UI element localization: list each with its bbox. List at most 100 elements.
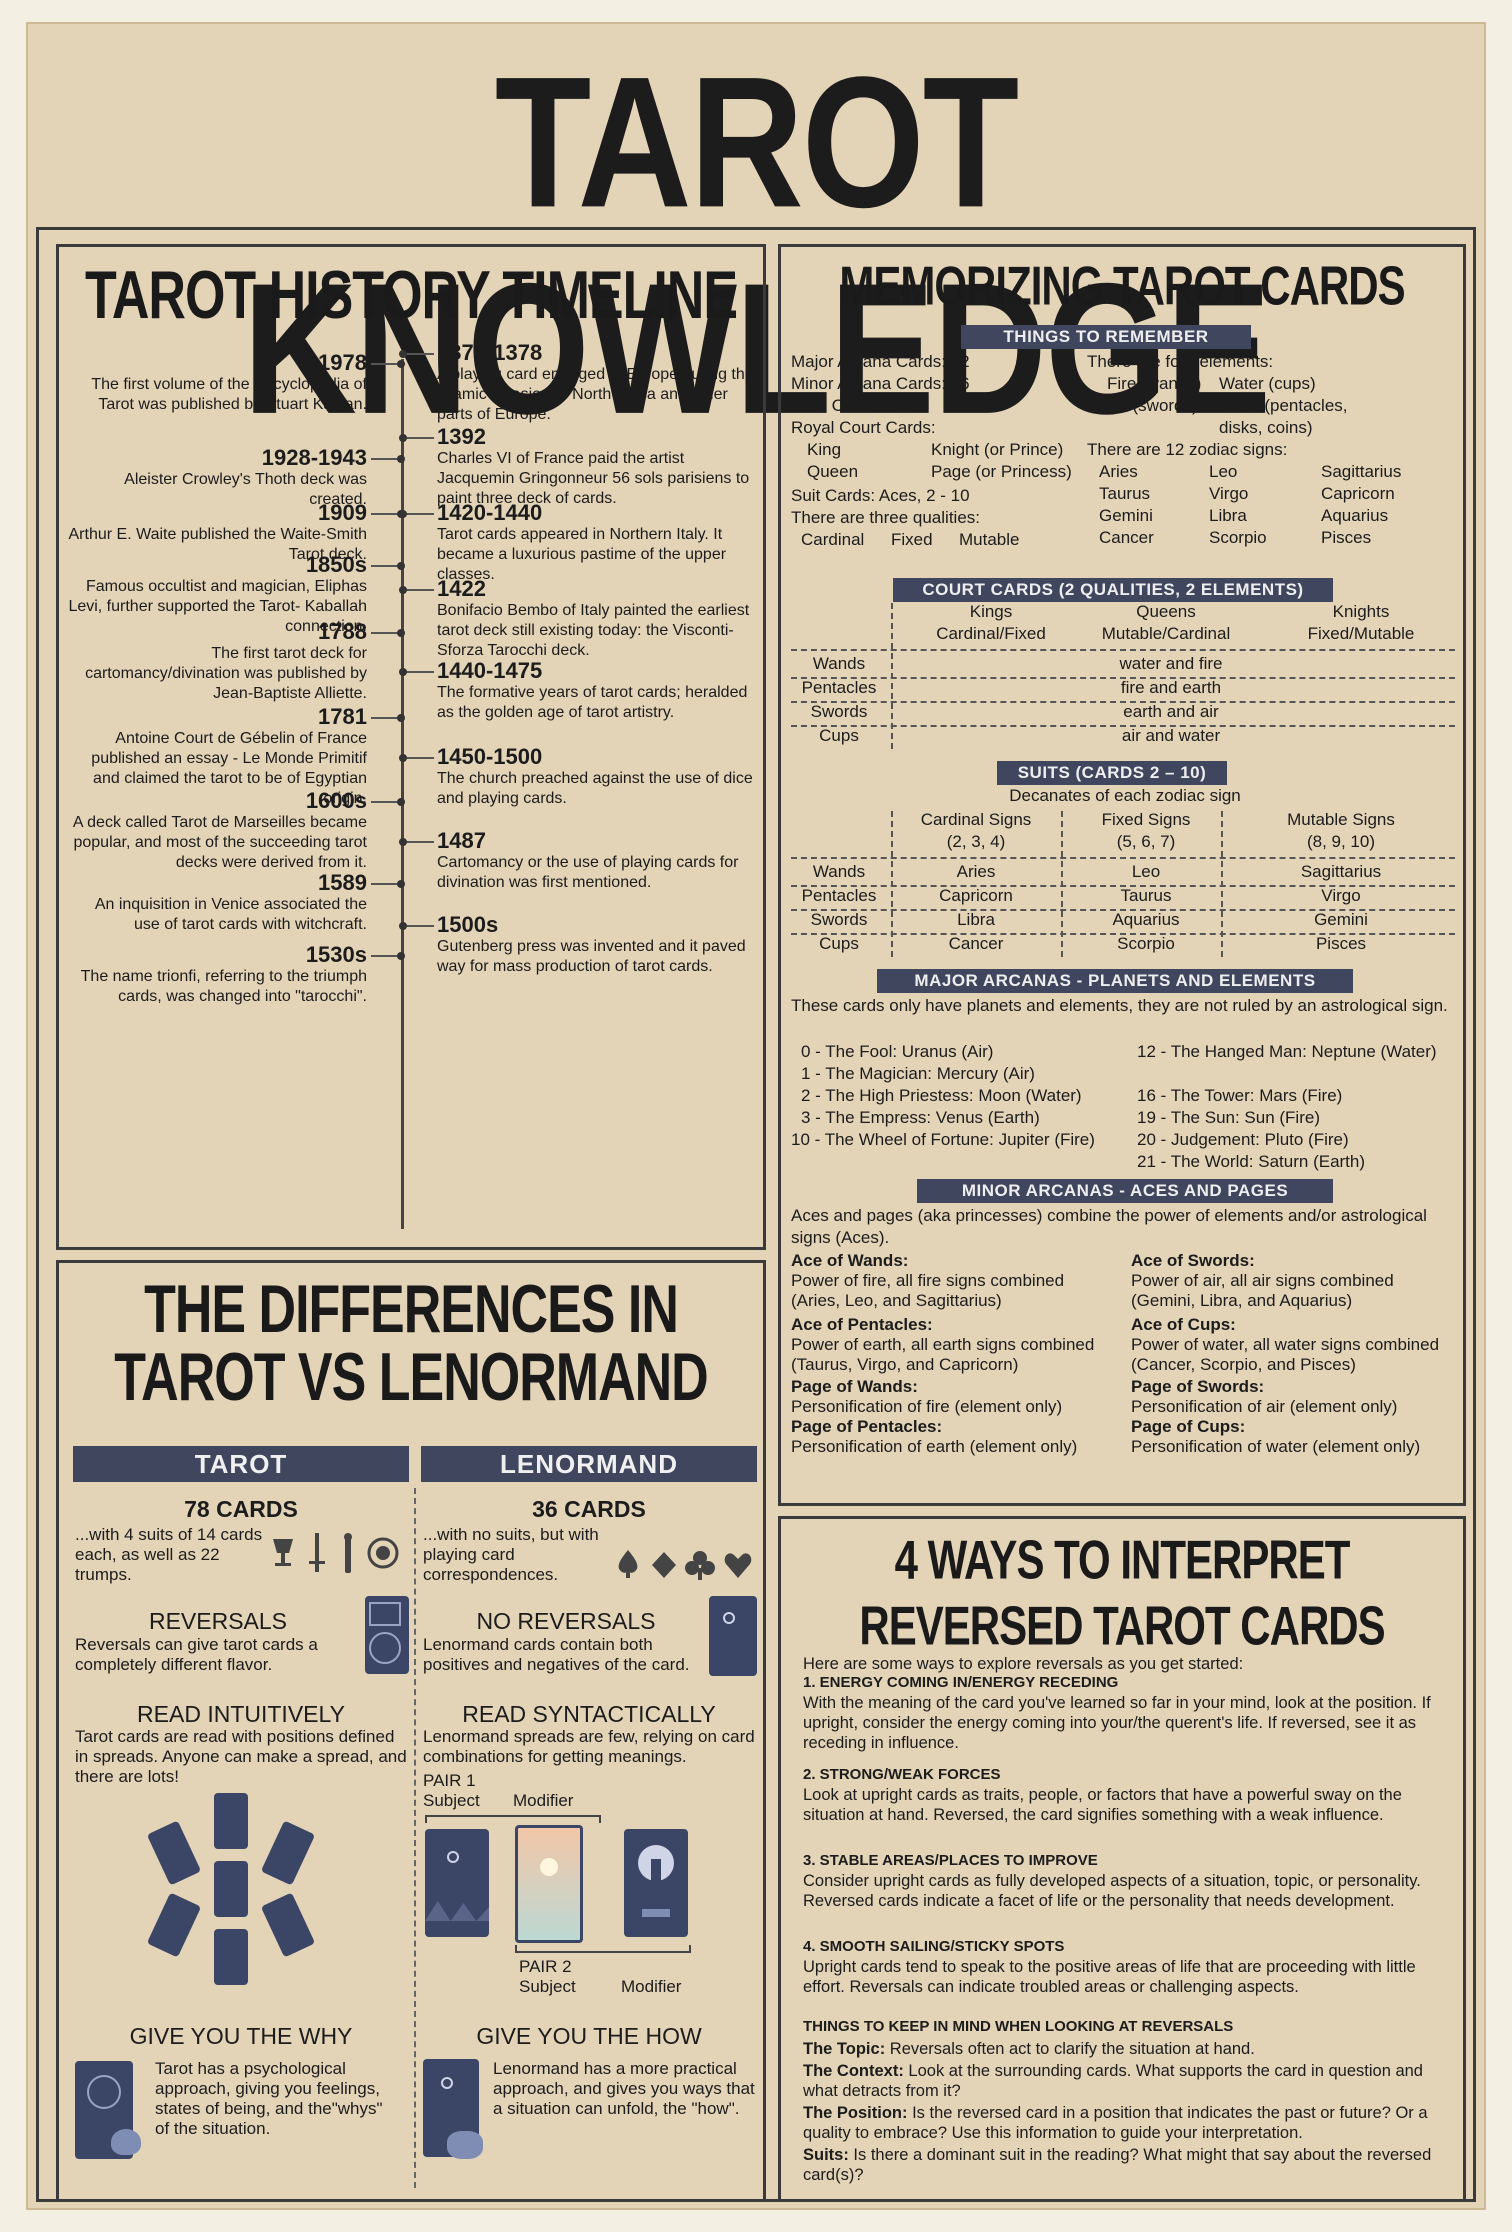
reversed-note-text: Is there a dominant suit in the reading?… — [803, 2146, 1432, 2184]
timeline-tick — [404, 353, 434, 355]
timeline-year: 1440-1475 — [437, 658, 543, 683]
cup-icon — [273, 1539, 293, 1566]
timeline-year: 1375-1378 — [437, 340, 543, 365]
timeline-text: The formative years of tarot cards; hera… — [437, 684, 748, 721]
lenormand-card-image — [709, 1596, 757, 1676]
timeline-year: 1788 — [318, 619, 367, 644]
reversed-note-text: Reversals often act to clarify the situa… — [889, 2040, 1255, 2058]
memorizing-title: MEMORIZING TAROT CARDS — [839, 255, 1405, 317]
element-item: Water (cups) — [1219, 374, 1316, 393]
timeline-tick — [371, 513, 401, 515]
timeline-year: 1450-1500 — [437, 744, 543, 769]
lenormand-cards-count: 36 CARDS — [532, 1496, 646, 1522]
timeline-tick — [371, 717, 401, 719]
reversed-item-heading: 3. STABLE AREAS/PLACES TO IMPROVE — [803, 1852, 1098, 1869]
timeline-year: 1530s — [305, 942, 367, 967]
element-item: Earth (pentacles, disks, coins) — [1219, 396, 1348, 437]
club-icon — [685, 1551, 715, 1580]
lenormand-how-card-image — [423, 2059, 483, 2159]
timeline-entry-left: 1530s The name trionfi, referring to the … — [67, 943, 367, 1007]
timeline-spine — [401, 359, 404, 1229]
lenormand-syntactic-heading: READ SYNTACTICALLY — [462, 1701, 716, 1727]
pentacle-icon — [367, 1537, 399, 1569]
minor-item-heading: Page of Wands: — [791, 1377, 918, 1396]
timeline-dot — [397, 714, 405, 722]
timeline-entry-right: 1420-1440 Tarot cards appeared in Norther… — [437, 501, 757, 585]
minor-item-text: Personification of air (element only) — [1131, 1397, 1398, 1416]
court-header: Fixed/Mutable — [1307, 624, 1415, 643]
pair1-subject-label: Subject — [423, 1791, 480, 1810]
major-item: 21 - The World: Saturn (Earth) — [1137, 1152, 1366, 1171]
tarot-why-heading: GIVE YOU THE WHY — [129, 2023, 353, 2049]
timeline-dot — [399, 350, 407, 358]
timeline-tick — [371, 883, 401, 885]
minor-band: MINOR ARCANAS - ACES AND PAGES — [917, 1179, 1333, 1203]
minor-item: Ace of Cups: Power of water, all water si… — [1131, 1315, 1457, 1375]
zodiac-item: Pisces — [1321, 528, 1372, 547]
major-item: 0 - The Fool: Uranus (Air) — [801, 1042, 994, 1061]
timeline-entry-left: 1850s Famous occultist and magician, Elip… — [67, 553, 367, 637]
reversed-item-text: Upright cards tend to speak to the posit… — [803, 1958, 1416, 1996]
minor-item: Page of Pentacles: Personification of ear… — [791, 1417, 1117, 1457]
differences-title-2: TAROT VS LENORMAND — [114, 1340, 708, 1416]
timeline-text: Charles VI of France paid the artist Jac… — [437, 450, 750, 507]
suits-subtitle: Decanates of each zodiac sign — [1009, 786, 1241, 805]
zodiac-item: Virgo — [1209, 484, 1249, 503]
timeline-year: 1500s — [437, 912, 499, 937]
timeline-text: Tarot cards appeared in Northern Italy. … — [437, 526, 727, 583]
timeline-year: 1487 — [437, 828, 486, 853]
minor-item: Ace of Swords: Power of air, all air sign… — [1131, 1251, 1457, 1311]
timeline-text: Famous occultist and magician, Eliphas L… — [68, 578, 367, 635]
history-title: TAROT HISTORY TIMELINE — [84, 258, 738, 334]
timeline-year: 1589 — [318, 870, 367, 895]
zodiac-item: Libra — [1209, 506, 1247, 525]
heart-icon — [724, 1553, 752, 1578]
court-row-suit: Pentacles — [801, 678, 877, 697]
tarot-suit-icons — [273, 1533, 399, 1573]
court-header: Mutable/Cardinal — [1101, 624, 1231, 643]
reversed-item-text: Consider upright cards as fully develope… — [803, 1872, 1421, 1910]
suits-divider — [1061, 811, 1063, 957]
major-item: 10 - The Wheel of Fortune: Jupiter (Fire… — [791, 1130, 1095, 1149]
timeline-text: Bonifacio Bembo of Italy painted the ear… — [437, 602, 750, 659]
timeline-tick — [404, 589, 434, 591]
things-item: Minor Arcana Cards: 56 — [791, 374, 970, 393]
lenormand-syntactic-text: Lenormand spreads are few, relying on ca… — [423, 1727, 755, 1766]
suits-divider — [791, 933, 1455, 935]
royal-item: Queen — [807, 462, 859, 481]
reversed-note-heading: The Context: — [803, 2062, 909, 2080]
court-divider — [891, 603, 893, 749]
minor-item: Page of Swords: Personification of air (e… — [1131, 1377, 1457, 1417]
timeline-text: An inquisition in Venice associated the … — [94, 896, 367, 933]
wand-icon — [344, 1533, 352, 1573]
timeline-text: The first tarot deck for cartomancy/divi… — [85, 645, 367, 702]
major-item: 1 - The Magician: Mercury (Air) — [801, 1064, 1035, 1083]
elements-line: There are four elements: — [1087, 352, 1274, 371]
court-band: COURT CARDS (2 QUALITIES, 2 ELEMENTS) — [893, 578, 1333, 602]
major-item: 19 - The Sun: Sun (Fire) — [1137, 1108, 1320, 1127]
court-divider — [791, 701, 1455, 703]
reversed-item-heading: THINGS TO KEEP IN MIND WHEN LOOKING AT R… — [803, 2018, 1234, 2035]
court-header: Kings — [969, 602, 1013, 621]
timeline-dot — [399, 754, 407, 762]
diamond-icon — [652, 1552, 676, 1578]
minor-item-heading: Page of Cups: — [1131, 1417, 1246, 1436]
zodiac-item: Gemini — [1099, 506, 1153, 525]
zodiac-item: Scorpio — [1209, 528, 1267, 547]
suits-header: (5, 6, 7) — [1116, 832, 1176, 851]
timeline-tick — [371, 565, 401, 567]
reversed-item: 3. STABLE AREAS/PLACES TO IMPROVE Conside… — [803, 1851, 1443, 1911]
reversed-note-text: Look at the surrounding cards. What supp… — [803, 2062, 1423, 2100]
timeline-tick — [371, 801, 401, 803]
page-title: TAROT KNOWLEDGE — [242, 38, 1272, 453]
timeline-entry-right: 1487 Cartomancy or the use of playing car… — [437, 829, 757, 893]
lenormand-how-heading: GIVE YOU THE HOW — [476, 2023, 702, 2049]
zodiac-item: Capricorn — [1321, 484, 1395, 503]
suits-row-value: Taurus — [1120, 886, 1172, 905]
minor-item: Page of Cups: Personification of water (e… — [1131, 1417, 1457, 1457]
major-item: 2 - The High Priestess: Moon (Water) — [801, 1086, 1082, 1105]
timeline-dot — [397, 455, 405, 463]
qualities-line: There are three qualities: — [791, 508, 980, 527]
lenormand-cards-text: ...with no suits, but with playing card … — [423, 1525, 599, 1584]
minor-item-heading: Ace of Wands: — [791, 1251, 909, 1270]
